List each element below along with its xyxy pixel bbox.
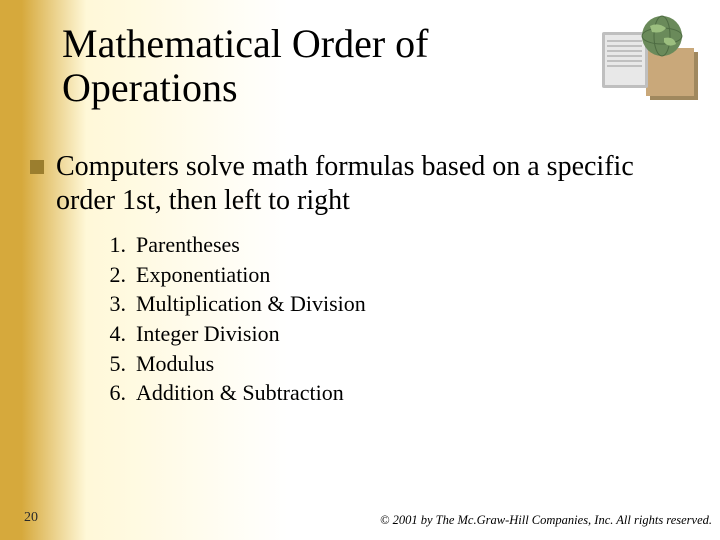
list-item: 5. Modulus: [98, 349, 366, 379]
list-item: 4. Integer Division: [98, 319, 366, 349]
bullet-square-icon: [30, 160, 44, 174]
list-number: 3.: [98, 289, 126, 319]
bullet-text: Computers solve math formulas based on a…: [56, 150, 690, 217]
list-label: Integer Division: [136, 319, 280, 349]
list-number: 2.: [98, 260, 126, 290]
list-label: Addition & Subtraction: [136, 378, 344, 408]
list-number: 1.: [98, 230, 126, 260]
list-item: 2. Exponentiation: [98, 260, 366, 290]
copyright-text: © 2001 by The Mc.Graw-Hill Companies, In…: [380, 513, 712, 528]
list-number: 5.: [98, 349, 126, 379]
decorative-graphic: [592, 14, 702, 104]
list-label: Exponentiation: [136, 260, 270, 290]
list-label: Multiplication & Division: [136, 289, 366, 319]
list-label: Modulus: [136, 349, 214, 379]
list-number: 4.: [98, 319, 126, 349]
list-item: 1. Parentheses: [98, 230, 366, 260]
slide-title: Mathematical Order of Operations: [62, 22, 582, 110]
page-number: 20: [24, 510, 38, 526]
list-number: 6.: [98, 378, 126, 408]
list-item: 3. Multiplication & Division: [98, 289, 366, 319]
main-bullet: Computers solve math formulas based on a…: [30, 150, 690, 217]
operations-list: 1. Parentheses 2. Exponentiation 3. Mult…: [98, 230, 366, 408]
list-label: Parentheses: [136, 230, 240, 260]
list-item: 6. Addition & Subtraction: [98, 378, 366, 408]
